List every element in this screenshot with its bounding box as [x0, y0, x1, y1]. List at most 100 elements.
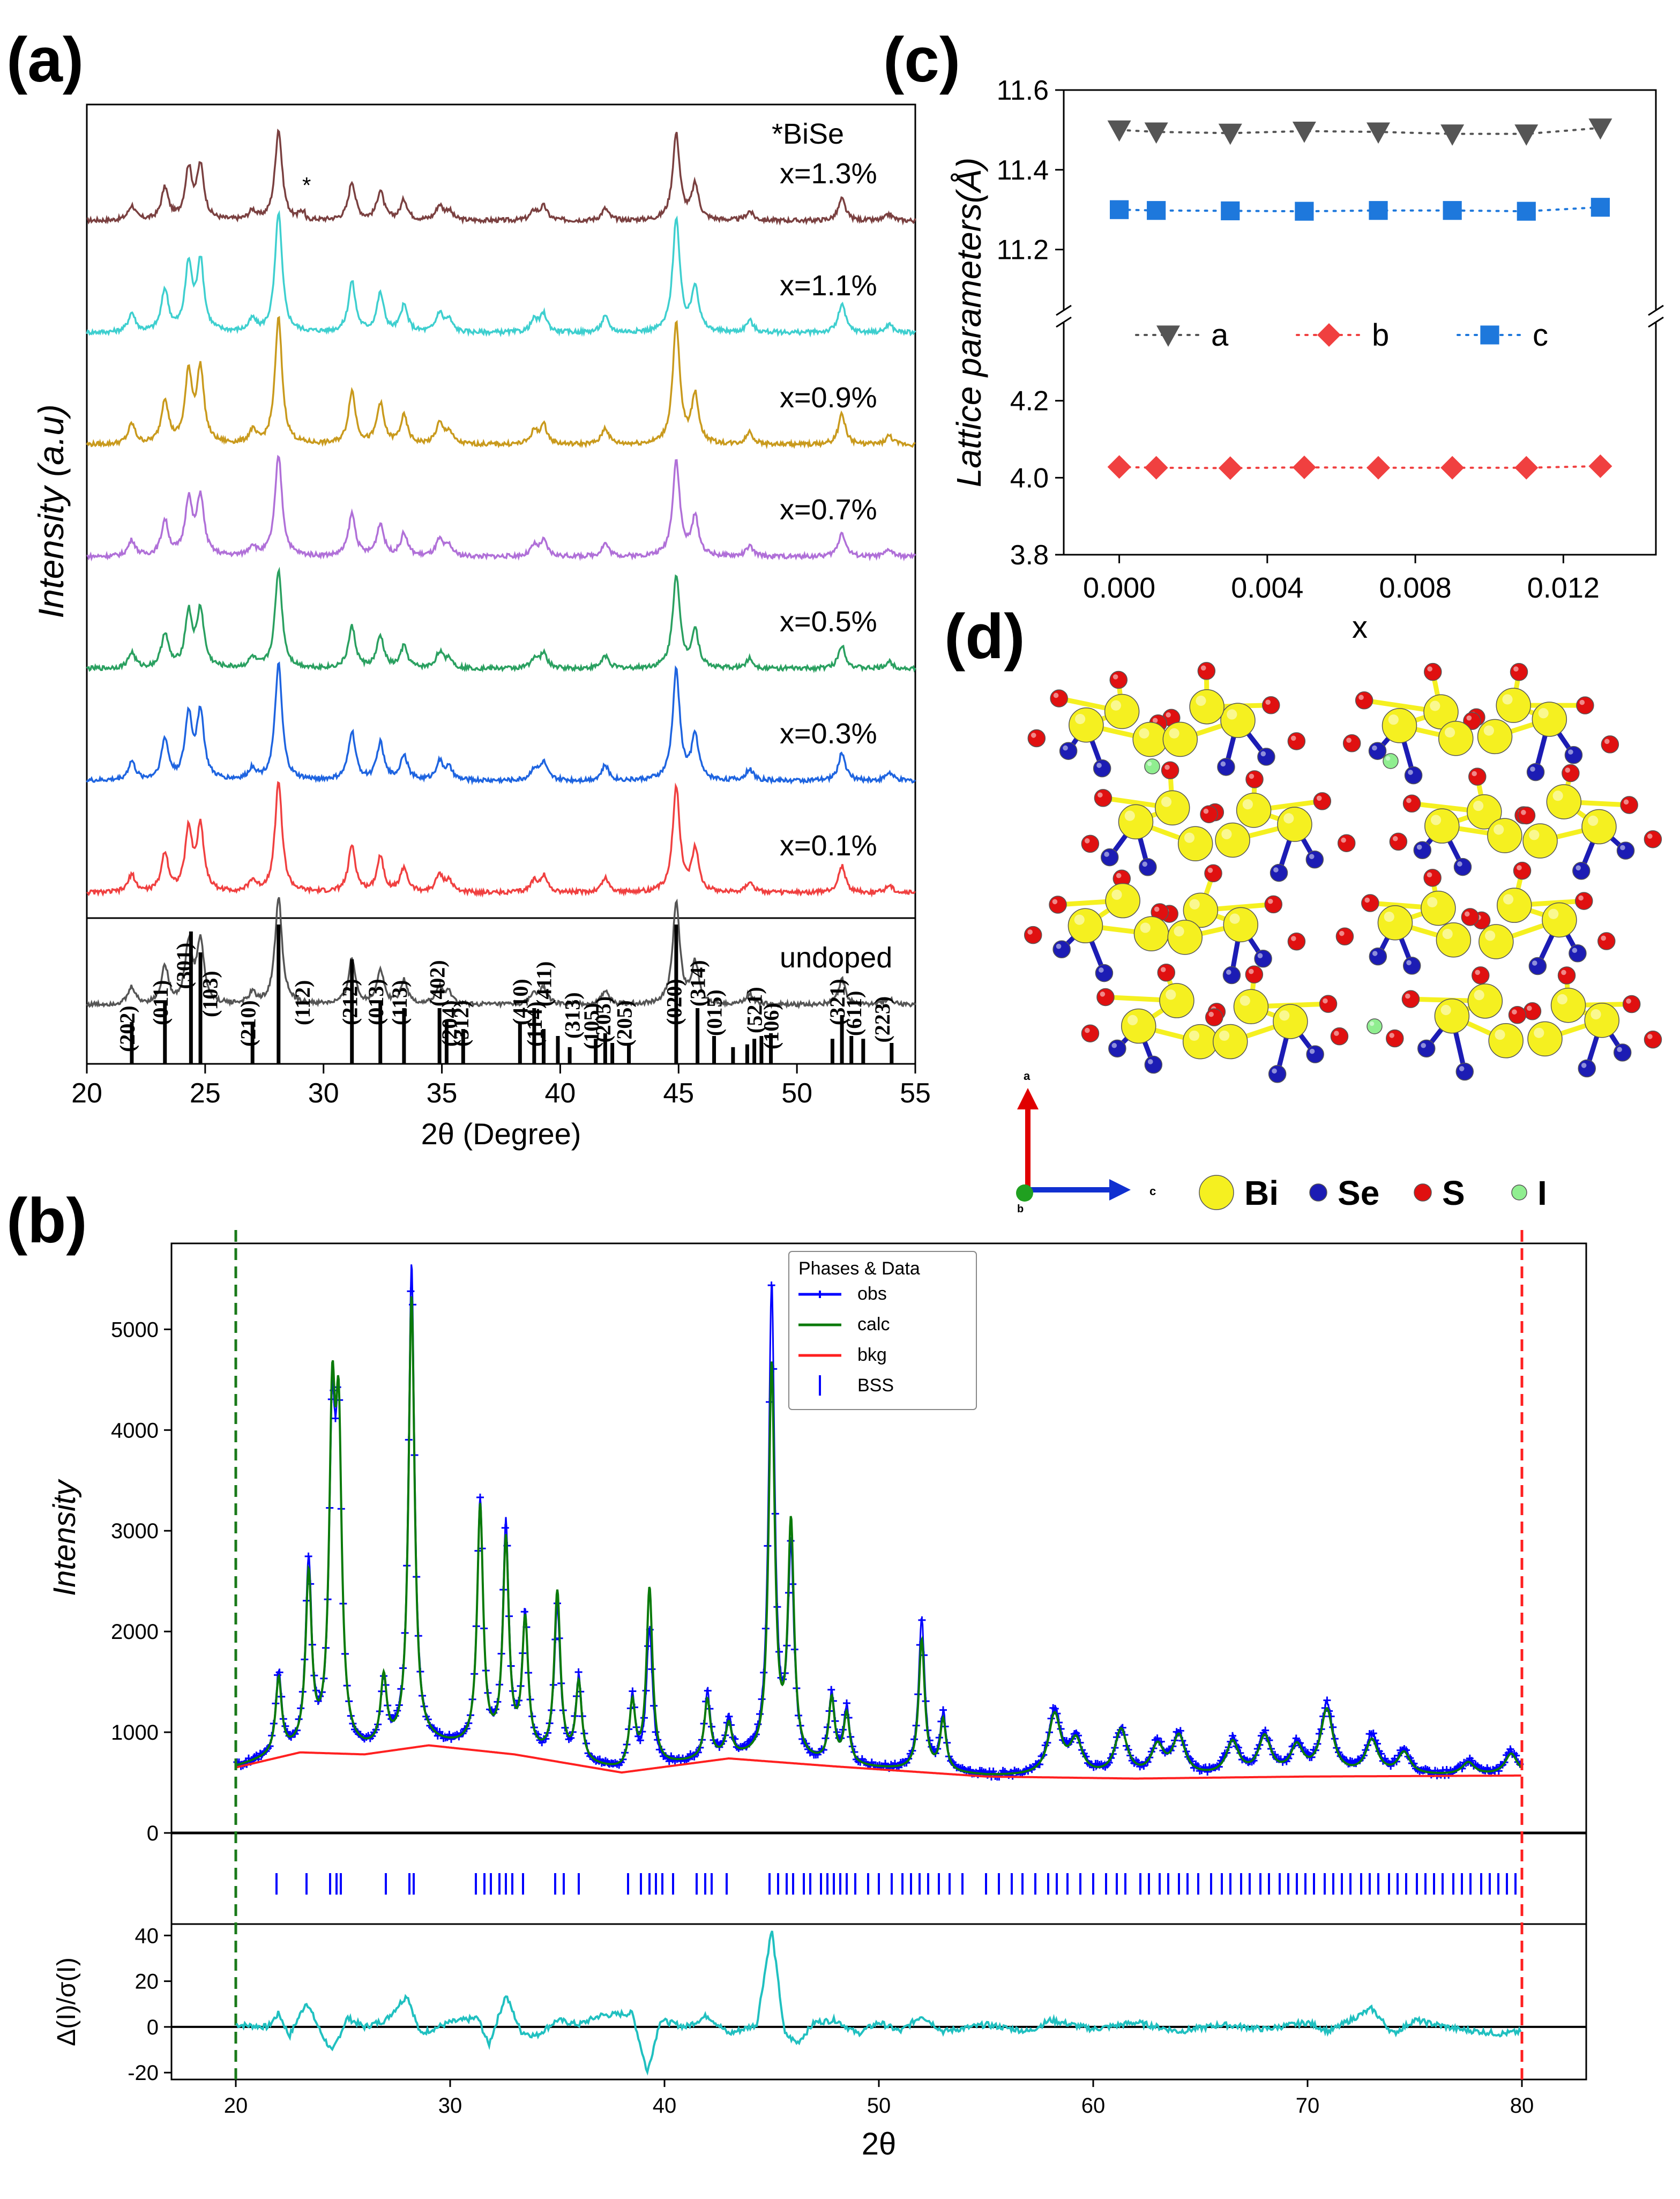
atom-s: [1197, 662, 1216, 680]
atom-highlight: [1474, 990, 1484, 1001]
upper-frame-c: [1063, 89, 1657, 311]
panel-label-a: (a): [6, 25, 84, 95]
atom-bi: [1236, 793, 1272, 828]
marker-a: [1107, 120, 1131, 142]
miller-index: (020): [662, 979, 686, 1025]
legend-element-i: I: [1537, 1174, 1547, 1212]
miller-index: (015): [703, 989, 727, 1036]
panel-label-d: (d): [944, 601, 1025, 672]
atom-highlight: [1364, 897, 1370, 903]
atom-highlight: [1147, 761, 1152, 766]
atom-bi: [1436, 922, 1472, 958]
atom-bi: [1213, 1024, 1248, 1060]
atom-highlight: [1203, 808, 1209, 814]
atom-highlight: [1112, 674, 1118, 680]
miller-index: (106): [759, 1003, 783, 1049]
atom-bi: [1546, 784, 1582, 819]
atom-highlight: [1161, 796, 1172, 807]
atom-highlight: [1527, 1005, 1532, 1011]
atom-bi: [1488, 1023, 1524, 1058]
atom-highlight: [1369, 1021, 1375, 1026]
atom-highlight: [1339, 930, 1345, 936]
miller-index: (321): [825, 979, 849, 1025]
atom-bi: [1421, 890, 1456, 926]
atom-s: [1361, 894, 1379, 912]
atom-i: [1383, 753, 1399, 769]
miller-index: (611): [842, 991, 866, 1036]
atom-highlight: [1647, 833, 1653, 839]
atom-highlight: [1552, 791, 1563, 801]
atom-s: [1330, 1027, 1349, 1046]
atom-se: [1268, 1065, 1287, 1083]
y-tick-label: 3000: [111, 1519, 159, 1543]
x-tick-label: 25: [190, 1078, 221, 1109]
x-tick-label: 0.000: [1083, 572, 1155, 604]
miller-index: (411): [532, 961, 556, 1007]
atom-highlight: [1111, 1042, 1117, 1048]
marker-c: [1221, 201, 1240, 221]
marker-a: [1588, 118, 1612, 140]
atom-s: [1096, 988, 1115, 1007]
x-tick-label: 30: [308, 1078, 339, 1109]
atom-s: [1424, 662, 1442, 681]
atom-bi: [1167, 920, 1203, 955]
atom-highlight: [1260, 751, 1266, 757]
atom-highlight: [1221, 829, 1232, 839]
marker-a: [1144, 122, 1168, 144]
atom-s: [1337, 834, 1356, 852]
atom-highlight: [1142, 861, 1148, 867]
legend-entry: BSS: [857, 1375, 894, 1396]
residual-frame-b: [170, 1923, 1587, 2081]
atom-highlight: [1309, 1048, 1315, 1054]
atom-s: [1644, 1030, 1662, 1049]
atom-highlight: [1063, 745, 1068, 751]
atom-s: [1287, 732, 1306, 750]
miller-index: (105): [579, 1003, 603, 1049]
x-tick-label: 55: [900, 1078, 931, 1109]
xrd-trace: [86, 210, 916, 338]
legend-element-bi: Bi: [1244, 1174, 1279, 1212]
atom-bi: [1273, 1004, 1308, 1039]
series-label: undoped: [780, 942, 892, 974]
atom-highlight: [1623, 799, 1629, 805]
atom-s: [1313, 792, 1332, 810]
atom-highlight: [1430, 815, 1442, 825]
atom-highlight: [1457, 861, 1462, 867]
atom-highlight: [1372, 951, 1378, 956]
marker-a: [1218, 123, 1242, 145]
y-tick-label: 3.8: [1010, 540, 1049, 571]
atom-highlight: [1279, 1010, 1290, 1021]
atom-s: [1576, 696, 1594, 714]
x-axis-label-c: x: [1352, 610, 1368, 645]
miller-index: (402): [425, 960, 450, 1007]
atom-s: [1109, 670, 1128, 689]
atom-s: [1517, 806, 1536, 825]
atom-highlight: [1408, 770, 1413, 775]
atom-s: [1468, 767, 1487, 786]
atom-highlight: [1384, 911, 1394, 922]
series-label: x=0.1%: [780, 830, 877, 862]
atom-s: [1204, 864, 1222, 883]
atom-highlight: [1229, 913, 1240, 924]
atom-highlight: [1140, 922, 1151, 933]
x-tick-label: 50: [781, 1078, 812, 1109]
x-axis-label-a: 2θ (Degree): [421, 1117, 581, 1151]
atom-highlight: [1084, 838, 1090, 844]
y-tick-label: 11.2: [997, 235, 1049, 266]
atom-highlight: [1196, 695, 1206, 706]
miller-index: (212): [338, 979, 362, 1025]
atom-bi: [1479, 924, 1514, 959]
atom-bi: [1542, 902, 1577, 938]
series-label: x=1.1%: [780, 270, 877, 302]
xrd-trace: [86, 454, 916, 562]
atom-bi: [1467, 983, 1503, 1019]
axis-b-label: b: [1017, 1203, 1024, 1215]
atom-highlight: [1174, 926, 1184, 937]
atom-highlight: [1459, 1066, 1465, 1071]
atom-s: [1601, 735, 1619, 754]
residual-line: [235, 1930, 1522, 2076]
marker-c: [1480, 325, 1499, 345]
atom-s: [1245, 770, 1264, 788]
xrd-trace: [86, 661, 916, 786]
panel-b: 0 1000 2000 3000 4000 5000 -20 0 20 40 20 30 40 50 60 7…: [47, 1230, 1587, 2161]
